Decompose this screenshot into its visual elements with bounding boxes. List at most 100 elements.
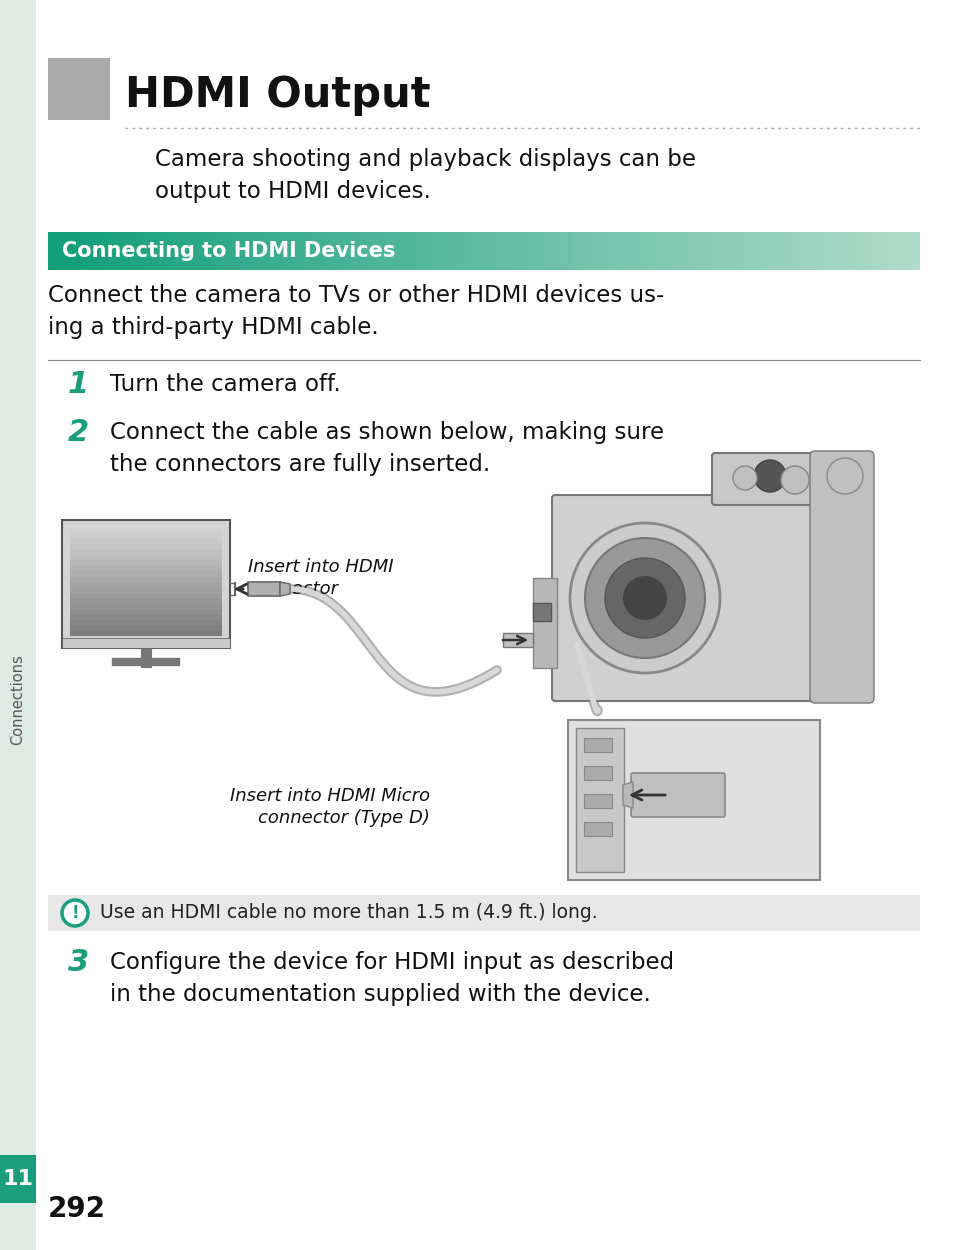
Bar — [114, 232, 118, 270]
Bar — [583, 766, 612, 780]
Bar — [274, 232, 278, 270]
Text: Connecting to HDMI Devices: Connecting to HDMI Devices — [62, 241, 395, 261]
Bar — [730, 232, 734, 270]
Bar — [74, 232, 77, 270]
Bar — [391, 232, 394, 270]
Bar — [660, 232, 664, 270]
Bar — [97, 232, 101, 270]
Bar — [70, 566, 222, 571]
Bar — [70, 615, 222, 620]
Bar — [208, 232, 211, 270]
Bar — [884, 232, 887, 270]
Bar — [571, 232, 574, 270]
Bar — [562, 232, 565, 270]
Bar — [727, 232, 731, 270]
Bar — [70, 599, 222, 604]
Text: in the documentation supplied with the device.: in the documentation supplied with the d… — [110, 982, 650, 1006]
Bar — [350, 232, 354, 270]
Bar — [303, 232, 307, 270]
Bar — [254, 232, 257, 270]
Bar — [832, 232, 836, 270]
Bar — [632, 232, 635, 270]
Bar — [821, 232, 823, 270]
Bar — [48, 58, 110, 120]
Bar — [576, 728, 623, 872]
Bar — [191, 232, 193, 270]
Bar — [344, 232, 348, 270]
Bar — [161, 232, 165, 270]
Bar — [591, 232, 595, 270]
Bar — [205, 232, 208, 270]
Bar — [428, 232, 432, 270]
Bar — [70, 571, 222, 576]
Bar — [286, 232, 290, 270]
Bar — [70, 604, 222, 609]
Bar — [818, 232, 821, 270]
Bar — [283, 232, 287, 270]
Text: Insert into HDMI: Insert into HDMI — [248, 558, 393, 576]
Bar — [643, 232, 646, 270]
Polygon shape — [622, 782, 633, 808]
Bar — [408, 232, 412, 270]
Bar — [754, 232, 757, 270]
Bar — [876, 232, 879, 270]
Bar — [579, 232, 582, 270]
Bar — [672, 232, 676, 270]
Bar — [521, 232, 525, 270]
Bar — [48, 232, 51, 270]
Bar — [684, 232, 687, 270]
Bar — [899, 232, 902, 270]
FancyBboxPatch shape — [502, 632, 533, 648]
Bar — [846, 232, 850, 270]
Bar — [687, 232, 690, 270]
Bar — [812, 232, 815, 270]
Bar — [382, 232, 385, 270]
Bar — [333, 232, 335, 270]
Bar — [675, 232, 679, 270]
Bar — [199, 232, 202, 270]
Bar — [70, 534, 222, 539]
Bar — [669, 232, 673, 270]
Bar — [321, 232, 324, 270]
Text: connector: connector — [248, 580, 337, 598]
Bar — [849, 232, 853, 270]
Bar — [477, 232, 481, 270]
Bar — [568, 232, 571, 270]
Bar — [440, 232, 443, 270]
Bar — [527, 232, 531, 270]
Bar — [51, 232, 54, 270]
Bar — [707, 232, 711, 270]
Bar — [83, 232, 86, 270]
Bar — [602, 232, 606, 270]
Bar — [774, 232, 778, 270]
Bar — [533, 602, 551, 621]
Circle shape — [826, 458, 862, 494]
Bar — [150, 232, 153, 270]
Bar — [449, 232, 452, 270]
Bar — [185, 232, 188, 270]
Text: Connect the camera to TVs or other HDMI devices us-: Connect the camera to TVs or other HDMI … — [48, 284, 663, 308]
Bar — [838, 232, 841, 270]
Bar — [89, 232, 92, 270]
Bar — [567, 720, 820, 880]
Bar — [538, 232, 542, 270]
Bar — [411, 232, 415, 270]
Bar — [577, 232, 579, 270]
Bar — [394, 232, 396, 270]
Bar — [863, 232, 867, 270]
Bar — [257, 232, 260, 270]
Bar — [852, 232, 856, 270]
Bar — [242, 232, 246, 270]
Bar — [396, 232, 400, 270]
Bar — [266, 232, 269, 270]
Bar — [70, 539, 222, 545]
Bar — [225, 232, 229, 270]
Bar — [249, 232, 252, 270]
Bar — [588, 232, 592, 270]
Bar — [583, 738, 612, 752]
Bar — [907, 232, 911, 270]
Bar — [211, 232, 214, 270]
Bar — [457, 232, 460, 270]
Circle shape — [732, 466, 757, 490]
Bar — [70, 630, 222, 636]
